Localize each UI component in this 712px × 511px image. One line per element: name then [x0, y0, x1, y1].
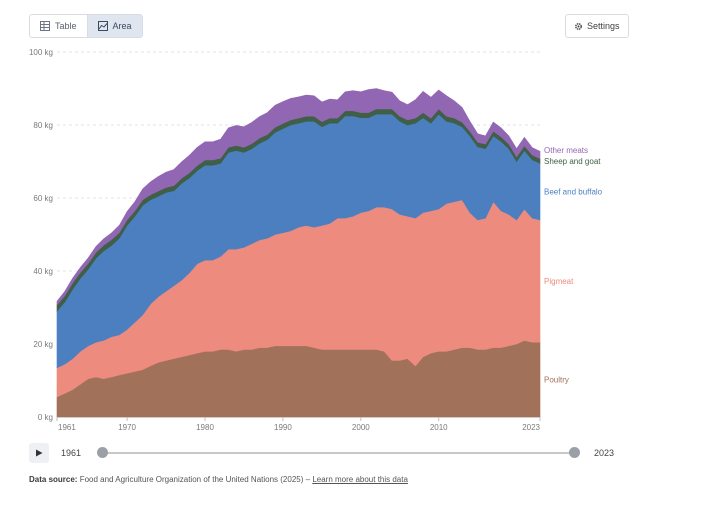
x-tick-label: 1961	[58, 423, 76, 432]
y-tick-label: 100 kg	[29, 48, 53, 57]
table-icon	[40, 21, 50, 31]
timeline-track[interactable]	[102, 452, 574, 454]
y-tick-label: 80 kg	[33, 121, 53, 130]
y-tick-label: 20 kg	[33, 340, 53, 349]
series-label: Beef and buffalo	[544, 188, 603, 197]
x-tick-label: 2023	[522, 423, 540, 432]
gear-icon	[575, 22, 582, 30]
data-source-separator: –	[305, 475, 311, 484]
x-tick-label: 1970	[118, 423, 136, 432]
series-label: Other meats	[544, 146, 588, 155]
timeline-start-year: 1961	[61, 448, 82, 458]
data-source: Data source: Food and Agriculture Organi…	[29, 475, 408, 484]
x-tick-label: 2000	[352, 423, 370, 432]
learn-more-link[interactable]: Learn more about this data	[312, 475, 408, 484]
x-tick-label: 1990	[274, 423, 292, 432]
x-tick-label: 1980	[196, 423, 214, 432]
tab-table-label: Table	[55, 21, 77, 31]
data-source-prefix: Data source:	[29, 475, 78, 484]
y-tick-label: 40 kg	[33, 267, 53, 276]
series-label: Pigmeat	[544, 277, 574, 286]
series-label: Sheep and goat	[544, 157, 601, 166]
play-button[interactable]	[29, 443, 49, 463]
area-other-meats[interactable]	[56, 88, 541, 306]
tab-table[interactable]: Table	[30, 15, 87, 37]
x-tick-label: 2010	[430, 423, 448, 432]
tab-area[interactable]: Area	[86, 15, 142, 37]
y-tick-label: 0 kg	[38, 413, 53, 422]
y-tick-label: 60 kg	[33, 194, 53, 203]
data-source-text: Food and Agriculture Organization of the…	[79, 475, 304, 484]
timeline-start-handle[interactable]	[97, 447, 108, 458]
series-label: Poultry	[544, 376, 569, 385]
timeline-end-handle[interactable]	[569, 447, 580, 458]
timeline-slider: 1961 2023	[29, 443, 629, 463]
settings-label: Settings	[587, 21, 620, 31]
tab-area-label: Area	[112, 21, 132, 31]
timeline-end-year: 2023	[594, 448, 615, 458]
area-chart-icon	[97, 21, 108, 31]
stacked-area-chart: 0 kg 20 kg 40 kg 60 kg 80 kg 100 kg 1961 1970 1…	[29, 48, 603, 432]
view-toggle: Table Area	[29, 14, 143, 38]
settings-button[interactable]: Settings	[565, 14, 629, 38]
play-icon	[36, 449, 43, 457]
